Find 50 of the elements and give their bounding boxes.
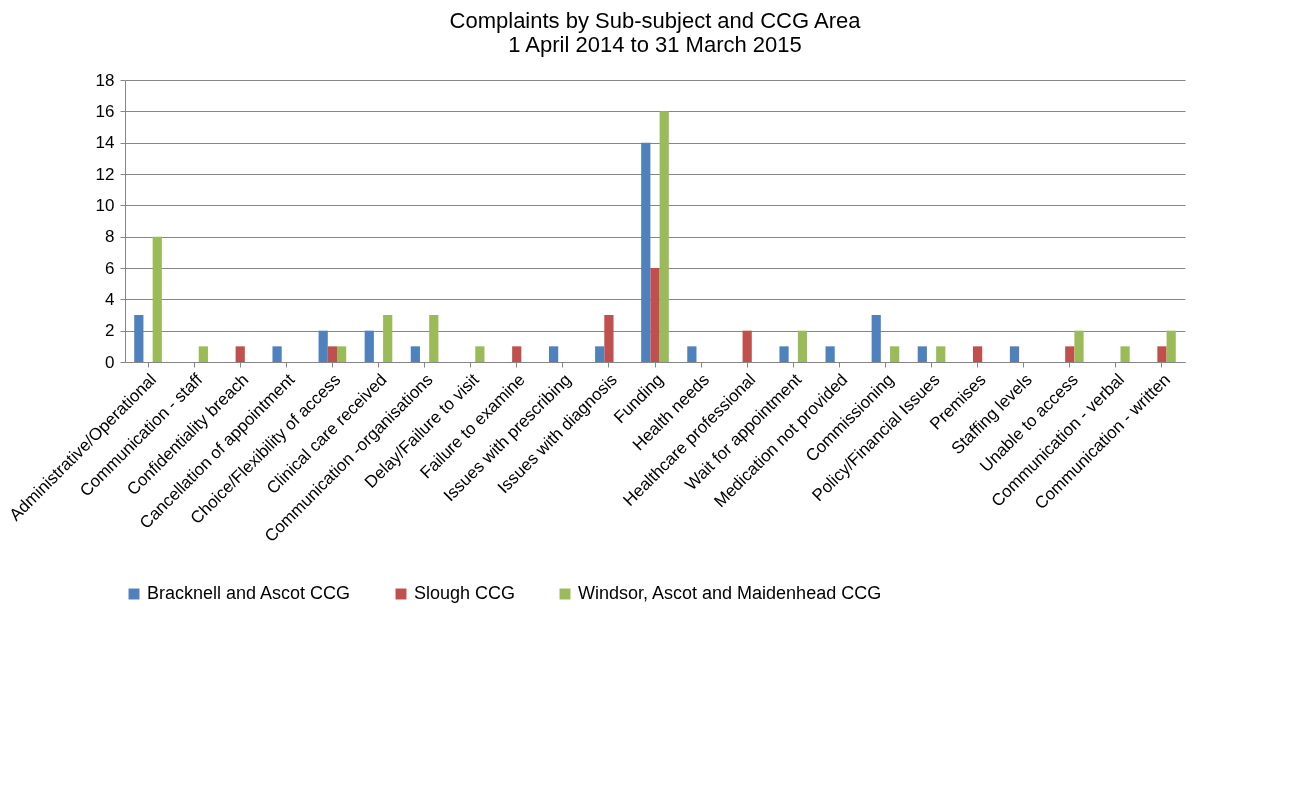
bar bbox=[641, 142, 651, 362]
bar bbox=[742, 330, 752, 362]
bar bbox=[604, 315, 614, 362]
y-tick-label: 4 bbox=[105, 289, 115, 309]
bar bbox=[797, 330, 808, 362]
bar bbox=[475, 346, 485, 362]
legend-label: Slough CCG bbox=[414, 583, 516, 603]
bar bbox=[1009, 346, 1020, 362]
y-tick-label: 16 bbox=[95, 101, 115, 121]
bar bbox=[272, 346, 282, 362]
y-tick-label: 8 bbox=[105, 227, 115, 247]
y-tick-label: 14 bbox=[95, 133, 115, 153]
bar bbox=[337, 346, 347, 362]
bar bbox=[1074, 330, 1084, 362]
bar bbox=[650, 268, 660, 362]
y-tick-label: 10 bbox=[95, 195, 115, 215]
bar bbox=[152, 236, 162, 362]
bar bbox=[410, 346, 420, 362]
bar bbox=[318, 330, 328, 362]
legend-label: Bracknell and Ascot CCG bbox=[147, 583, 351, 603]
bar bbox=[549, 346, 559, 362]
bar bbox=[235, 346, 245, 362]
y-tick-label: 6 bbox=[105, 258, 115, 278]
bar bbox=[1166, 330, 1176, 362]
y-tick-label: 2 bbox=[105, 321, 115, 341]
bar bbox=[825, 346, 835, 362]
bar bbox=[383, 315, 393, 362]
chart-title: Complaints by Sub-subject and CCG Area 1 April 2014 to 31 March 2015 bbox=[449, 8, 862, 57]
bar bbox=[364, 330, 374, 362]
bar bbox=[936, 346, 946, 362]
bar bbox=[1065, 346, 1075, 362]
y-tick-label: 18 bbox=[95, 70, 115, 90]
bar bbox=[134, 315, 144, 362]
bar bbox=[973, 346, 983, 362]
bar bbox=[1120, 346, 1130, 362]
bar bbox=[1157, 346, 1167, 362]
bar bbox=[429, 315, 439, 362]
y-tick-label: 12 bbox=[95, 164, 115, 184]
bar bbox=[512, 346, 522, 362]
bar bbox=[595, 346, 605, 362]
bar bbox=[779, 346, 789, 362]
legend-label: Windsor, Ascot and Maidenhead CCG bbox=[578, 583, 882, 603]
bar bbox=[198, 346, 208, 362]
bar bbox=[917, 346, 927, 362]
bar bbox=[327, 346, 337, 362]
bar bbox=[687, 346, 697, 362]
y-tick-label: 0 bbox=[105, 352, 115, 372]
bar bbox=[871, 315, 881, 362]
bar bbox=[890, 346, 900, 362]
bar bbox=[659, 111, 669, 362]
